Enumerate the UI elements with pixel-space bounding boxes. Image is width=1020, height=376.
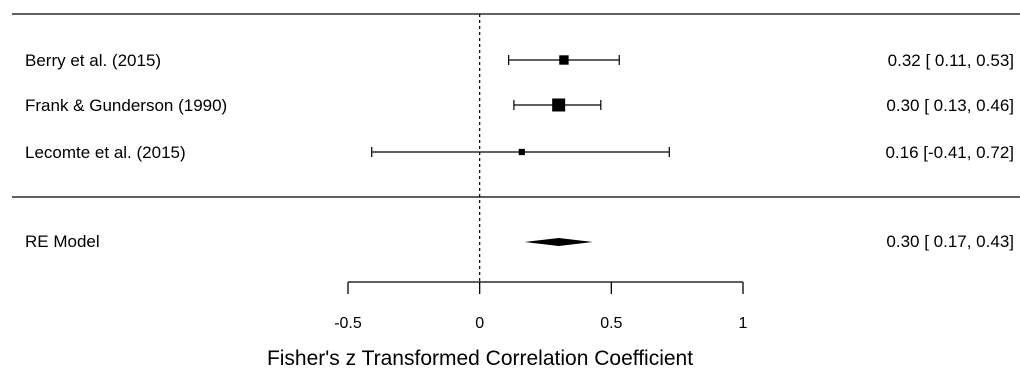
x-tick-label: -0.5 (334, 315, 362, 332)
x-tick-label: 1 (739, 315, 748, 332)
effect-marker (552, 98, 566, 112)
x-axis: -0.5 0 0.5 1 (334, 281, 748, 332)
study-rows: Berry et al. (2015) 0.32 [ 0.11, 0.53] Fra… (25, 51, 1014, 162)
x-tick-label: 0 (475, 315, 484, 332)
x-tick-label: 0.5 (600, 315, 622, 332)
summary-ci-text: 0.30 [ 0.17, 0.43] (886, 232, 1014, 251)
effect-ci-text: 0.32 [ 0.11, 0.53] (888, 51, 1014, 70)
effect-ci-text: 0.30 [ 0.13, 0.46] (886, 96, 1014, 115)
study-label: Berry et al. (2015) (25, 51, 161, 70)
summary-label: RE Model (25, 232, 100, 251)
x-axis-title: Fisher's z Transformed Correlation Coeff… (267, 347, 693, 370)
summary-row: RE Model 0.30 [ 0.17, 0.43] (25, 232, 1014, 251)
effect-marker (518, 148, 525, 156)
study-label: Lecomte et al. (2015) (25, 143, 186, 162)
summary-diamond (524, 238, 593, 246)
study-label: Frank & Gunderson (1990) (25, 96, 227, 115)
effect-marker (559, 55, 569, 65)
effect-ci-text: 0.16 [-0.41, 0.72] (885, 143, 1014, 162)
